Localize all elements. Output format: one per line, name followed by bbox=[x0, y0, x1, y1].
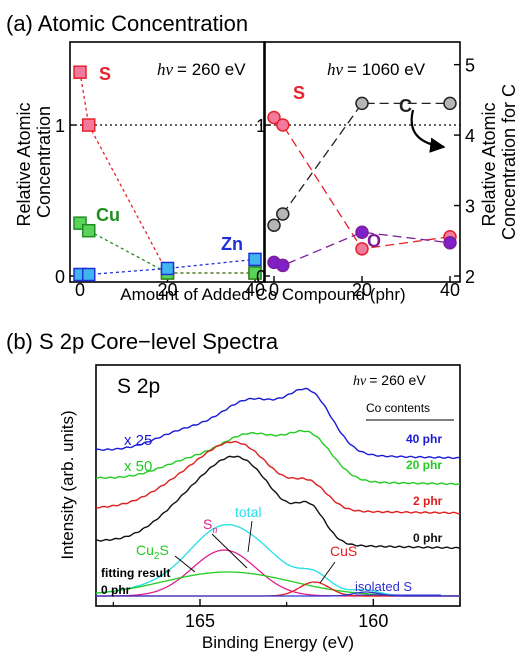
data-point-o bbox=[443, 236, 457, 250]
component-label-sn: Sn bbox=[203, 516, 217, 536]
y2-tick-label: 3 bbox=[465, 197, 475, 217]
data-point-o bbox=[355, 225, 369, 239]
spectrum-0-phr bbox=[95, 455, 461, 550]
left-y-axis-label-line2: Concentration bbox=[34, 106, 54, 218]
component-label-cus: CuS bbox=[330, 543, 357, 559]
right-y-axis-label: Relative Atomic Concentration for C bbox=[479, 84, 519, 240]
x-tick-label: 20 bbox=[157, 280, 177, 300]
data-point-s bbox=[267, 110, 281, 125]
right-y-axis-label-line1: Relative Atomic bbox=[479, 102, 499, 226]
spectra-hv-label: hν = 260 eV bbox=[353, 372, 426, 389]
data-point-c bbox=[267, 218, 281, 233]
multiplier-x25: x 25 bbox=[124, 432, 152, 449]
x-tick-label: 160 bbox=[358, 611, 388, 631]
data-point-zn bbox=[82, 267, 96, 282]
fitting-label-line2: 0 phr bbox=[101, 583, 131, 597]
pointer-cu2s bbox=[174, 555, 196, 573]
series-label-s-left: S bbox=[99, 64, 111, 84]
spectra-panel-label: S 2p bbox=[117, 375, 160, 398]
x-tick-label: 40 bbox=[245, 280, 265, 300]
component-label-total: total bbox=[235, 504, 261, 520]
panel-a-title: (a) Atomic Concentration bbox=[6, 11, 248, 36]
x-tick-label: 0 bbox=[75, 280, 85, 300]
spectrum-20-phr bbox=[95, 429, 461, 486]
right-y-axis-label-line2: Concentration for C bbox=[499, 84, 519, 240]
data-point-o bbox=[276, 258, 290, 273]
spectrum-2-phr bbox=[95, 440, 461, 515]
y-tick-label: 0 bbox=[256, 267, 266, 287]
data-point-zn bbox=[160, 261, 175, 276]
x-axis-label-b: Binding Energy (eV) bbox=[202, 633, 354, 652]
pointer-total bbox=[247, 520, 253, 553]
data-point-s bbox=[73, 65, 87, 79]
left-y-axis-label: Relative Atomic Concentration bbox=[14, 97, 54, 226]
pointer-cus bbox=[319, 561, 336, 584]
label-0-phr: 0 phr bbox=[413, 531, 443, 545]
y2-tick-label: 4 bbox=[465, 126, 475, 146]
data-point-cu bbox=[82, 223, 96, 238]
data-point-s bbox=[355, 242, 369, 256]
x-tick-label: 165 bbox=[185, 611, 215, 631]
data-point-c bbox=[355, 96, 369, 111]
series-label-cu: Cu bbox=[96, 205, 120, 225]
data-point-c bbox=[276, 207, 290, 221]
pointer-sn bbox=[211, 533, 248, 569]
label-40-phr: 40 phr bbox=[406, 432, 442, 446]
series-line-cu bbox=[79, 222, 255, 274]
x-tick-label: 20 bbox=[352, 280, 372, 300]
series-label-o: O bbox=[367, 231, 381, 251]
component-label-isolated-s: isolated S bbox=[355, 579, 412, 594]
spectra-plot-frame bbox=[95, 364, 461, 607]
y-tick-label: 1 bbox=[256, 116, 266, 136]
y2-tick-label: 2 bbox=[465, 267, 475, 287]
y-tick-label: 1 bbox=[55, 116, 65, 136]
x-axis-label-a: Amount of Added Co Compound (phr) bbox=[120, 285, 405, 304]
fit-component-isolated-s bbox=[96, 591, 460, 597]
data-point-zn bbox=[248, 252, 262, 267]
y2-tick-label: 5 bbox=[465, 56, 475, 76]
component-label-cu2s: Cu2S bbox=[136, 542, 169, 562]
label-2-phr: 2 phr bbox=[413, 494, 443, 508]
data-point-cu bbox=[248, 266, 262, 280]
series-label-s-right: S bbox=[293, 83, 305, 103]
y-tick-label: 0 bbox=[55, 267, 65, 287]
label-20-phr: 20 phr bbox=[406, 458, 442, 472]
data-point-s bbox=[82, 118, 96, 132]
spectra-plot: 165 160 S 2p hν = 260 eV Co contents 40 ph… bbox=[95, 364, 461, 631]
right-hv-label: hν = 1060 eV bbox=[327, 60, 426, 79]
spectra-y-axis-label: Intensity (arb. units) bbox=[58, 410, 77, 559]
legend-title: Co contents bbox=[366, 401, 430, 415]
left-plot: 010 20 40 hν = 260 eV Relative Atomic Conce… bbox=[14, 41, 266, 300]
left-y-axis-label-line1: Relative Atomic bbox=[14, 102, 34, 226]
panel-b-title: (b) S 2p Core−level Spectra bbox=[6, 329, 279, 354]
spectrum-40-phr bbox=[95, 387, 461, 460]
c-axis-arrow bbox=[410, 109, 446, 153]
series-label-zn: Zn bbox=[221, 234, 243, 254]
data-point-s bbox=[276, 118, 290, 132]
data-point-c bbox=[443, 96, 457, 111]
right-plot: 0 1 2 3 4 5 0 20 40 hν = 1060 eV Relative Atomic … bbox=[256, 41, 519, 300]
series-line-c bbox=[273, 102, 450, 226]
fitting-label-line1: fitting result bbox=[101, 566, 170, 580]
series-label-c: C bbox=[399, 96, 412, 116]
x-tick-label: 40 bbox=[440, 280, 460, 300]
left-hv-label: hν = 260 eV bbox=[157, 60, 246, 79]
series-line-zn bbox=[80, 258, 256, 276]
multiplier-x50: x 50 bbox=[124, 458, 152, 475]
x-tick-label: 0 bbox=[269, 280, 279, 300]
